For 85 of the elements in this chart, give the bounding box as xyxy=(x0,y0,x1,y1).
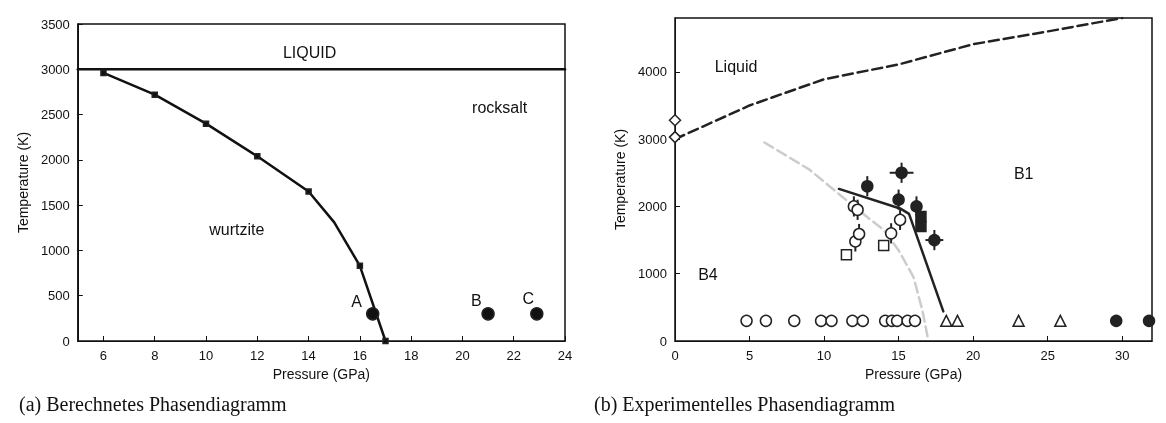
y-tick-label: 4000 xyxy=(638,64,667,80)
x-tick-label: 0 xyxy=(671,348,679,363)
x-tick-label: 20 xyxy=(455,348,470,363)
y-tick-label: 2500 xyxy=(40,107,70,123)
annotation: Liquid xyxy=(714,57,758,75)
x-tick-label: 30 xyxy=(1114,348,1130,363)
point xyxy=(840,249,853,261)
annotation: B xyxy=(471,291,482,309)
point xyxy=(740,314,753,328)
y-tick-label: 3500 xyxy=(40,16,70,32)
point xyxy=(940,314,953,328)
point xyxy=(814,314,828,328)
point xyxy=(202,120,210,127)
y-axis-title: Temperature (K) xyxy=(15,131,31,234)
x-tick-label: 6 xyxy=(99,348,108,363)
point xyxy=(928,233,941,247)
point xyxy=(908,314,922,328)
x-tick-label: 14 xyxy=(301,348,316,363)
x-tick-label: 22 xyxy=(506,348,521,363)
x-tick-label: 10 xyxy=(816,348,832,363)
point xyxy=(668,114,682,127)
y-tick-label: 3000 xyxy=(638,131,667,147)
point xyxy=(100,69,107,77)
x-tick-label: 8 xyxy=(151,348,159,363)
x-tick-label: 20 xyxy=(965,348,981,363)
y-tick-label: 2000 xyxy=(40,152,70,168)
point xyxy=(788,314,801,328)
x-tick-label: 5 xyxy=(745,348,754,363)
point xyxy=(305,188,312,195)
point xyxy=(254,152,261,160)
y-tick-label: 500 xyxy=(48,288,70,304)
point xyxy=(915,220,927,233)
point xyxy=(884,227,898,240)
x-tick-label: 15 xyxy=(891,348,906,363)
y-tick-label: 1500 xyxy=(40,197,70,213)
y-axis-title: Temperature (K) xyxy=(612,128,629,231)
x-tick-label: 18 xyxy=(403,348,419,363)
point xyxy=(1142,314,1156,328)
point xyxy=(877,239,890,252)
y-tick-label: 1000 xyxy=(638,266,667,282)
annotation: LIQUID xyxy=(282,44,337,62)
x-tick-label: 24 xyxy=(557,348,573,363)
annotation: wurtzite xyxy=(208,221,265,239)
annotation: A xyxy=(351,292,363,310)
x-tick-label: 16 xyxy=(352,348,368,363)
x-tick-label: 10 xyxy=(198,348,214,363)
point xyxy=(1012,314,1025,328)
y-tick-label: 1000 xyxy=(40,242,70,258)
point xyxy=(895,166,908,180)
annotation: B4 xyxy=(698,265,718,283)
point xyxy=(759,314,773,328)
point xyxy=(951,314,964,328)
point xyxy=(890,314,904,328)
point xyxy=(668,130,682,144)
point xyxy=(825,314,838,328)
x-tick-label: 25 xyxy=(1040,348,1055,363)
point xyxy=(856,314,870,328)
text: (a) Berechnetes Phasendiagramm xyxy=(19,393,288,416)
x-axis-title: Pressure (GPa) xyxy=(272,366,371,382)
point xyxy=(151,91,158,98)
point xyxy=(365,307,380,321)
point xyxy=(892,193,905,206)
point xyxy=(1109,314,1123,328)
point xyxy=(893,213,907,227)
point xyxy=(356,262,364,270)
y-tick-label: 3000 xyxy=(40,61,70,77)
point xyxy=(382,337,389,345)
point xyxy=(915,210,927,223)
y-tick-label: 0 xyxy=(62,333,70,349)
annotation: rocksalt xyxy=(472,98,528,116)
point xyxy=(861,179,874,193)
point xyxy=(846,314,859,328)
y-tick-label: 2000 xyxy=(638,198,667,214)
point xyxy=(852,227,866,241)
y-tick-label: 0 xyxy=(659,333,667,349)
annotation: B1 xyxy=(1013,164,1034,182)
x-tick-label: 12 xyxy=(250,348,265,363)
point xyxy=(481,307,495,321)
text: (b) Experimentelles Phasendiagramm xyxy=(594,393,896,416)
x-axis-title: Pressure (GPa) xyxy=(864,366,963,382)
point xyxy=(1054,314,1067,328)
point xyxy=(851,203,864,217)
annotation: C xyxy=(522,290,535,308)
point xyxy=(910,200,923,213)
point xyxy=(530,307,544,321)
